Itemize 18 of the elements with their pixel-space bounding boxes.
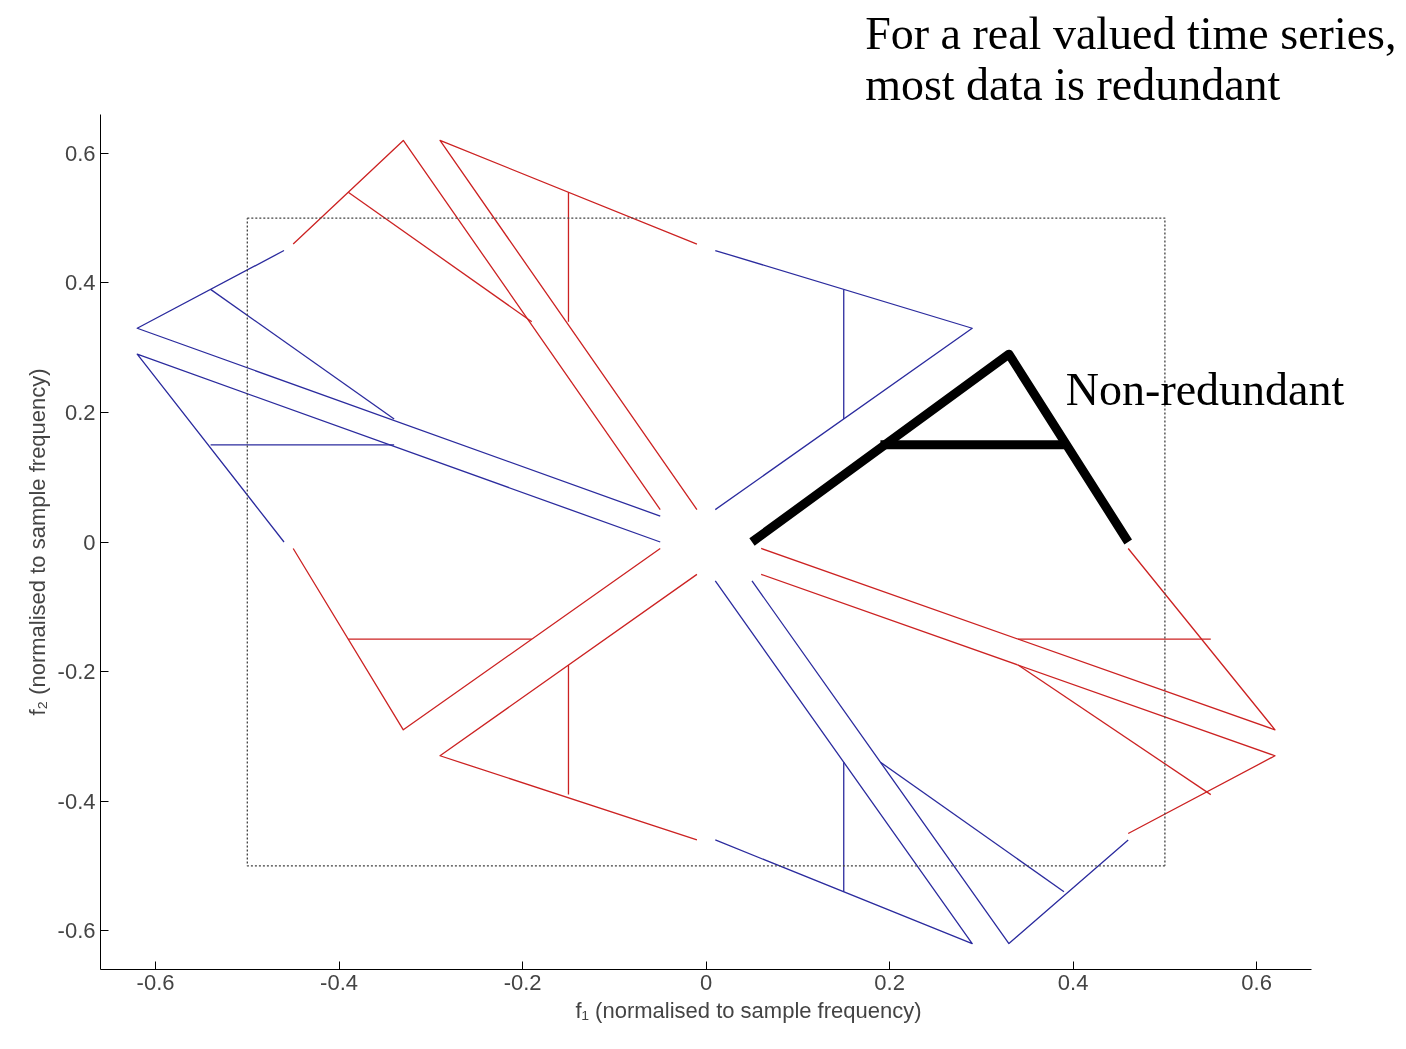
- y-tick-label: 0: [83, 529, 96, 555]
- y-axis-title: f₂ (normalised to sample frequency): [24, 368, 50, 716]
- y-tick-label: -0.2: [57, 659, 96, 685]
- x-tick-label: 0.2: [874, 969, 905, 995]
- x-tick-label: -0.6: [136, 969, 175, 995]
- y-tick-label: 0.6: [64, 140, 96, 166]
- y-tick-label: -0.6: [57, 918, 96, 944]
- y-tick-label: -0.4: [57, 788, 96, 814]
- y-tick-label: 0.2: [64, 399, 96, 425]
- x-tick-label: 0.6: [1241, 969, 1272, 995]
- x-tick-label: -0.4: [320, 969, 359, 995]
- x-tick-label: 0: [699, 969, 713, 995]
- chart-title: For a real valued time series, most data is redundant: [865, 7, 1397, 110]
- annotation: Non-redundant: [1065, 364, 1345, 416]
- y-tick-label: 0.4: [64, 270, 96, 296]
- x-tick-label: -0.2: [503, 969, 542, 995]
- x-tick-label: 0.4: [1057, 969, 1089, 995]
- x-axis-title: f₁ (normalised to sample frequency): [575, 997, 922, 1023]
